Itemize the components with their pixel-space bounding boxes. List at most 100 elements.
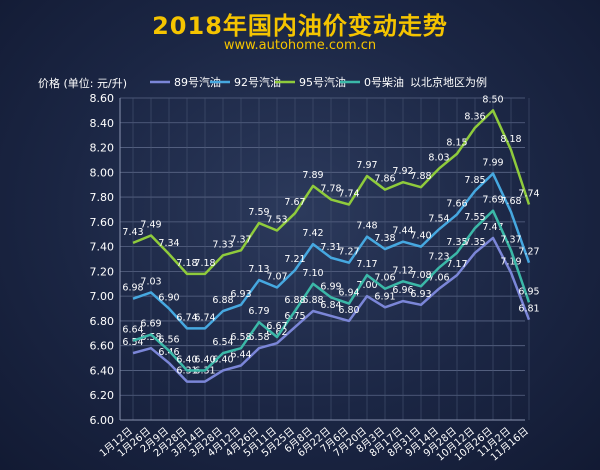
data-label: 6.44 — [230, 350, 251, 361]
data-label: 7.18 — [176, 258, 197, 269]
y-tick-label: 6.60 — [90, 340, 115, 353]
data-label: 6.46 — [158, 347, 179, 358]
data-label: 6.40 — [194, 354, 215, 365]
data-label: 7.59 — [248, 207, 269, 218]
data-label: 7.06 — [428, 273, 449, 284]
data-label: 6.40 — [176, 354, 197, 365]
data-label: 6.88 — [212, 295, 233, 306]
data-label: 7.44 — [392, 226, 413, 237]
data-label: 7.17 — [446, 259, 467, 270]
y-axis-label: 价格 (单位: 元/升) — [38, 76, 127, 90]
legend-label: 89号汽油 — [174, 75, 221, 89]
data-label: 7.34 — [158, 238, 179, 249]
data-label: 7.42 — [302, 228, 323, 239]
data-label: 7.97 — [356, 160, 377, 171]
data-label: 7.78 — [320, 184, 341, 195]
y-tick-label: 7.00 — [90, 290, 115, 303]
data-label: 7.74 — [518, 189, 539, 200]
y-tick-label: 8.40 — [90, 117, 115, 130]
data-label: 6.81 — [518, 304, 539, 315]
data-label: 6.58 — [248, 332, 269, 343]
data-label: 7.47 — [482, 222, 503, 233]
y-tick-label: 7.60 — [90, 216, 115, 229]
data-label: 7.31 — [320, 242, 341, 253]
data-label: 7.18 — [194, 258, 215, 269]
data-label: 6.88 — [284, 295, 305, 306]
data-label: 7.21 — [284, 254, 305, 265]
data-label: 8.03 — [428, 153, 449, 164]
data-label: 6.95 — [518, 286, 539, 297]
y-tick-label: 7.40 — [90, 241, 115, 254]
data-label: 8.50 — [482, 94, 503, 105]
data-label: 7.27 — [518, 247, 539, 258]
data-label: 7.19 — [500, 257, 521, 268]
data-label: 6.64 — [122, 325, 143, 336]
data-label: 7.66 — [446, 198, 467, 209]
data-label: 6.74 — [176, 312, 197, 323]
data-label: 6.90 — [158, 293, 179, 304]
data-label: 6.74 — [194, 312, 215, 323]
data-label: 6.69 — [140, 319, 161, 330]
y-tick-label: 7.80 — [90, 191, 115, 204]
data-label: 7.37 — [230, 234, 251, 245]
chart-title: 2018年国内油价变动走势 — [152, 12, 448, 40]
y-tick-label: 8.00 — [90, 166, 115, 179]
data-label: 7.67 — [284, 197, 305, 208]
chart-subtitle: www.autohome.com.cn — [223, 38, 377, 53]
data-label: 6.93 — [230, 289, 251, 300]
data-label: 7.07 — [266, 271, 287, 282]
data-label: 7.89 — [302, 170, 323, 181]
legend-label: 95号汽油 — [299, 75, 346, 89]
data-label: 6.99 — [320, 281, 341, 292]
data-label: 7.43 — [122, 227, 143, 238]
data-label: 7.03 — [140, 276, 161, 287]
data-label: 7.27 — [338, 247, 359, 258]
data-label: 7.08 — [410, 270, 431, 281]
data-label: 7.53 — [266, 215, 287, 226]
data-label: 7.49 — [140, 219, 161, 230]
data-label: 7.35 — [446, 237, 467, 248]
data-label: 7.33 — [212, 239, 233, 250]
data-label: 7.86 — [374, 174, 395, 185]
data-label: 8.15 — [446, 138, 467, 149]
data-label: 7.88 — [410, 171, 431, 182]
data-label: 7.23 — [428, 252, 449, 263]
data-label: 7.13 — [248, 264, 269, 275]
data-label: 7.85 — [464, 175, 485, 186]
data-label: 7.40 — [410, 231, 431, 242]
data-label: 7.55 — [464, 212, 485, 223]
data-label: 6.93 — [410, 289, 431, 300]
data-label: 6.54 — [122, 337, 143, 348]
data-label: 6.84 — [320, 300, 341, 311]
y-tick-label: 8.20 — [90, 142, 115, 155]
data-label: 6.80 — [338, 305, 359, 316]
data-label: 7.10 — [302, 268, 323, 279]
data-label: 7.68 — [500, 196, 521, 207]
y-tick-label: 6.20 — [90, 389, 115, 402]
legend-label: 92号汽油 — [234, 75, 281, 89]
data-label: 7.48 — [356, 221, 377, 232]
data-label: 6.58 — [140, 332, 161, 343]
data-label: 6.40 — [212, 354, 233, 365]
y-tick-label: 6.40 — [90, 364, 115, 377]
data-label: 6.75 — [284, 311, 305, 322]
chart-note: 以北京地区为例 — [410, 75, 487, 89]
data-label: 7.92 — [392, 166, 413, 177]
data-label: 7.00 — [356, 280, 377, 291]
data-label: 6.62 — [266, 327, 287, 338]
data-label: 7.38 — [374, 233, 395, 244]
data-label: 6.96 — [392, 285, 413, 296]
data-label: 6.58 — [230, 332, 251, 343]
data-label: 6.94 — [338, 288, 359, 299]
data-label: 7.99 — [482, 158, 503, 169]
data-label: 7.69 — [482, 195, 503, 206]
y-tick-label: 8.60 — [90, 92, 115, 105]
legend-label: 0号柴油 — [364, 75, 404, 89]
y-tick-label: 7.20 — [90, 265, 115, 278]
data-label: 6.56 — [158, 335, 179, 346]
data-label: 8.18 — [500, 134, 521, 145]
data-label: 7.35 — [464, 237, 485, 248]
data-label: 7.12 — [392, 265, 413, 276]
data-label: 6.98 — [122, 283, 143, 294]
data-label: 7.06 — [374, 273, 395, 284]
